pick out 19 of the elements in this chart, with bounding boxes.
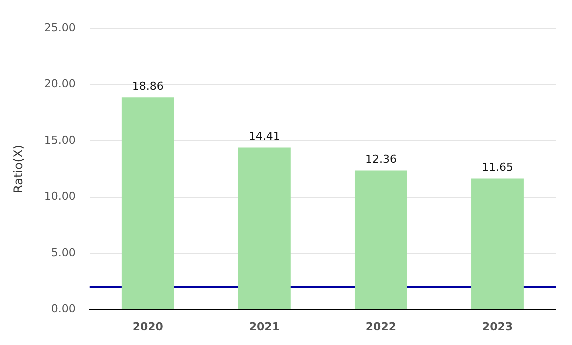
y-tick-label: 5.00 <box>51 246 76 260</box>
bar <box>122 98 174 310</box>
data-label: 18.86 <box>132 80 164 94</box>
x-tick-label: 2023 <box>482 320 514 334</box>
x-tick-label: 2022 <box>366 320 397 334</box>
x-tick-label: 2021 <box>249 320 280 334</box>
data-label: 14.41 <box>248 130 280 144</box>
y-tick-label: 15.00 <box>44 134 76 147</box>
bar <box>472 178 524 310</box>
y-axis-title: Ratio(X) <box>11 144 26 194</box>
y-tick-label: 25.00 <box>44 21 76 34</box>
bar <box>354 170 408 310</box>
y-tick-label: 0.00 <box>51 302 76 316</box>
y-tick-label: 20.00 <box>44 78 76 91</box>
y-tick-label: 10.00 <box>44 190 76 204</box>
bar <box>238 148 291 310</box>
x-tick-label: 2020 <box>132 320 164 334</box>
data-label: 12.36 <box>365 153 397 166</box>
data-label: 11.65 <box>482 161 514 174</box>
